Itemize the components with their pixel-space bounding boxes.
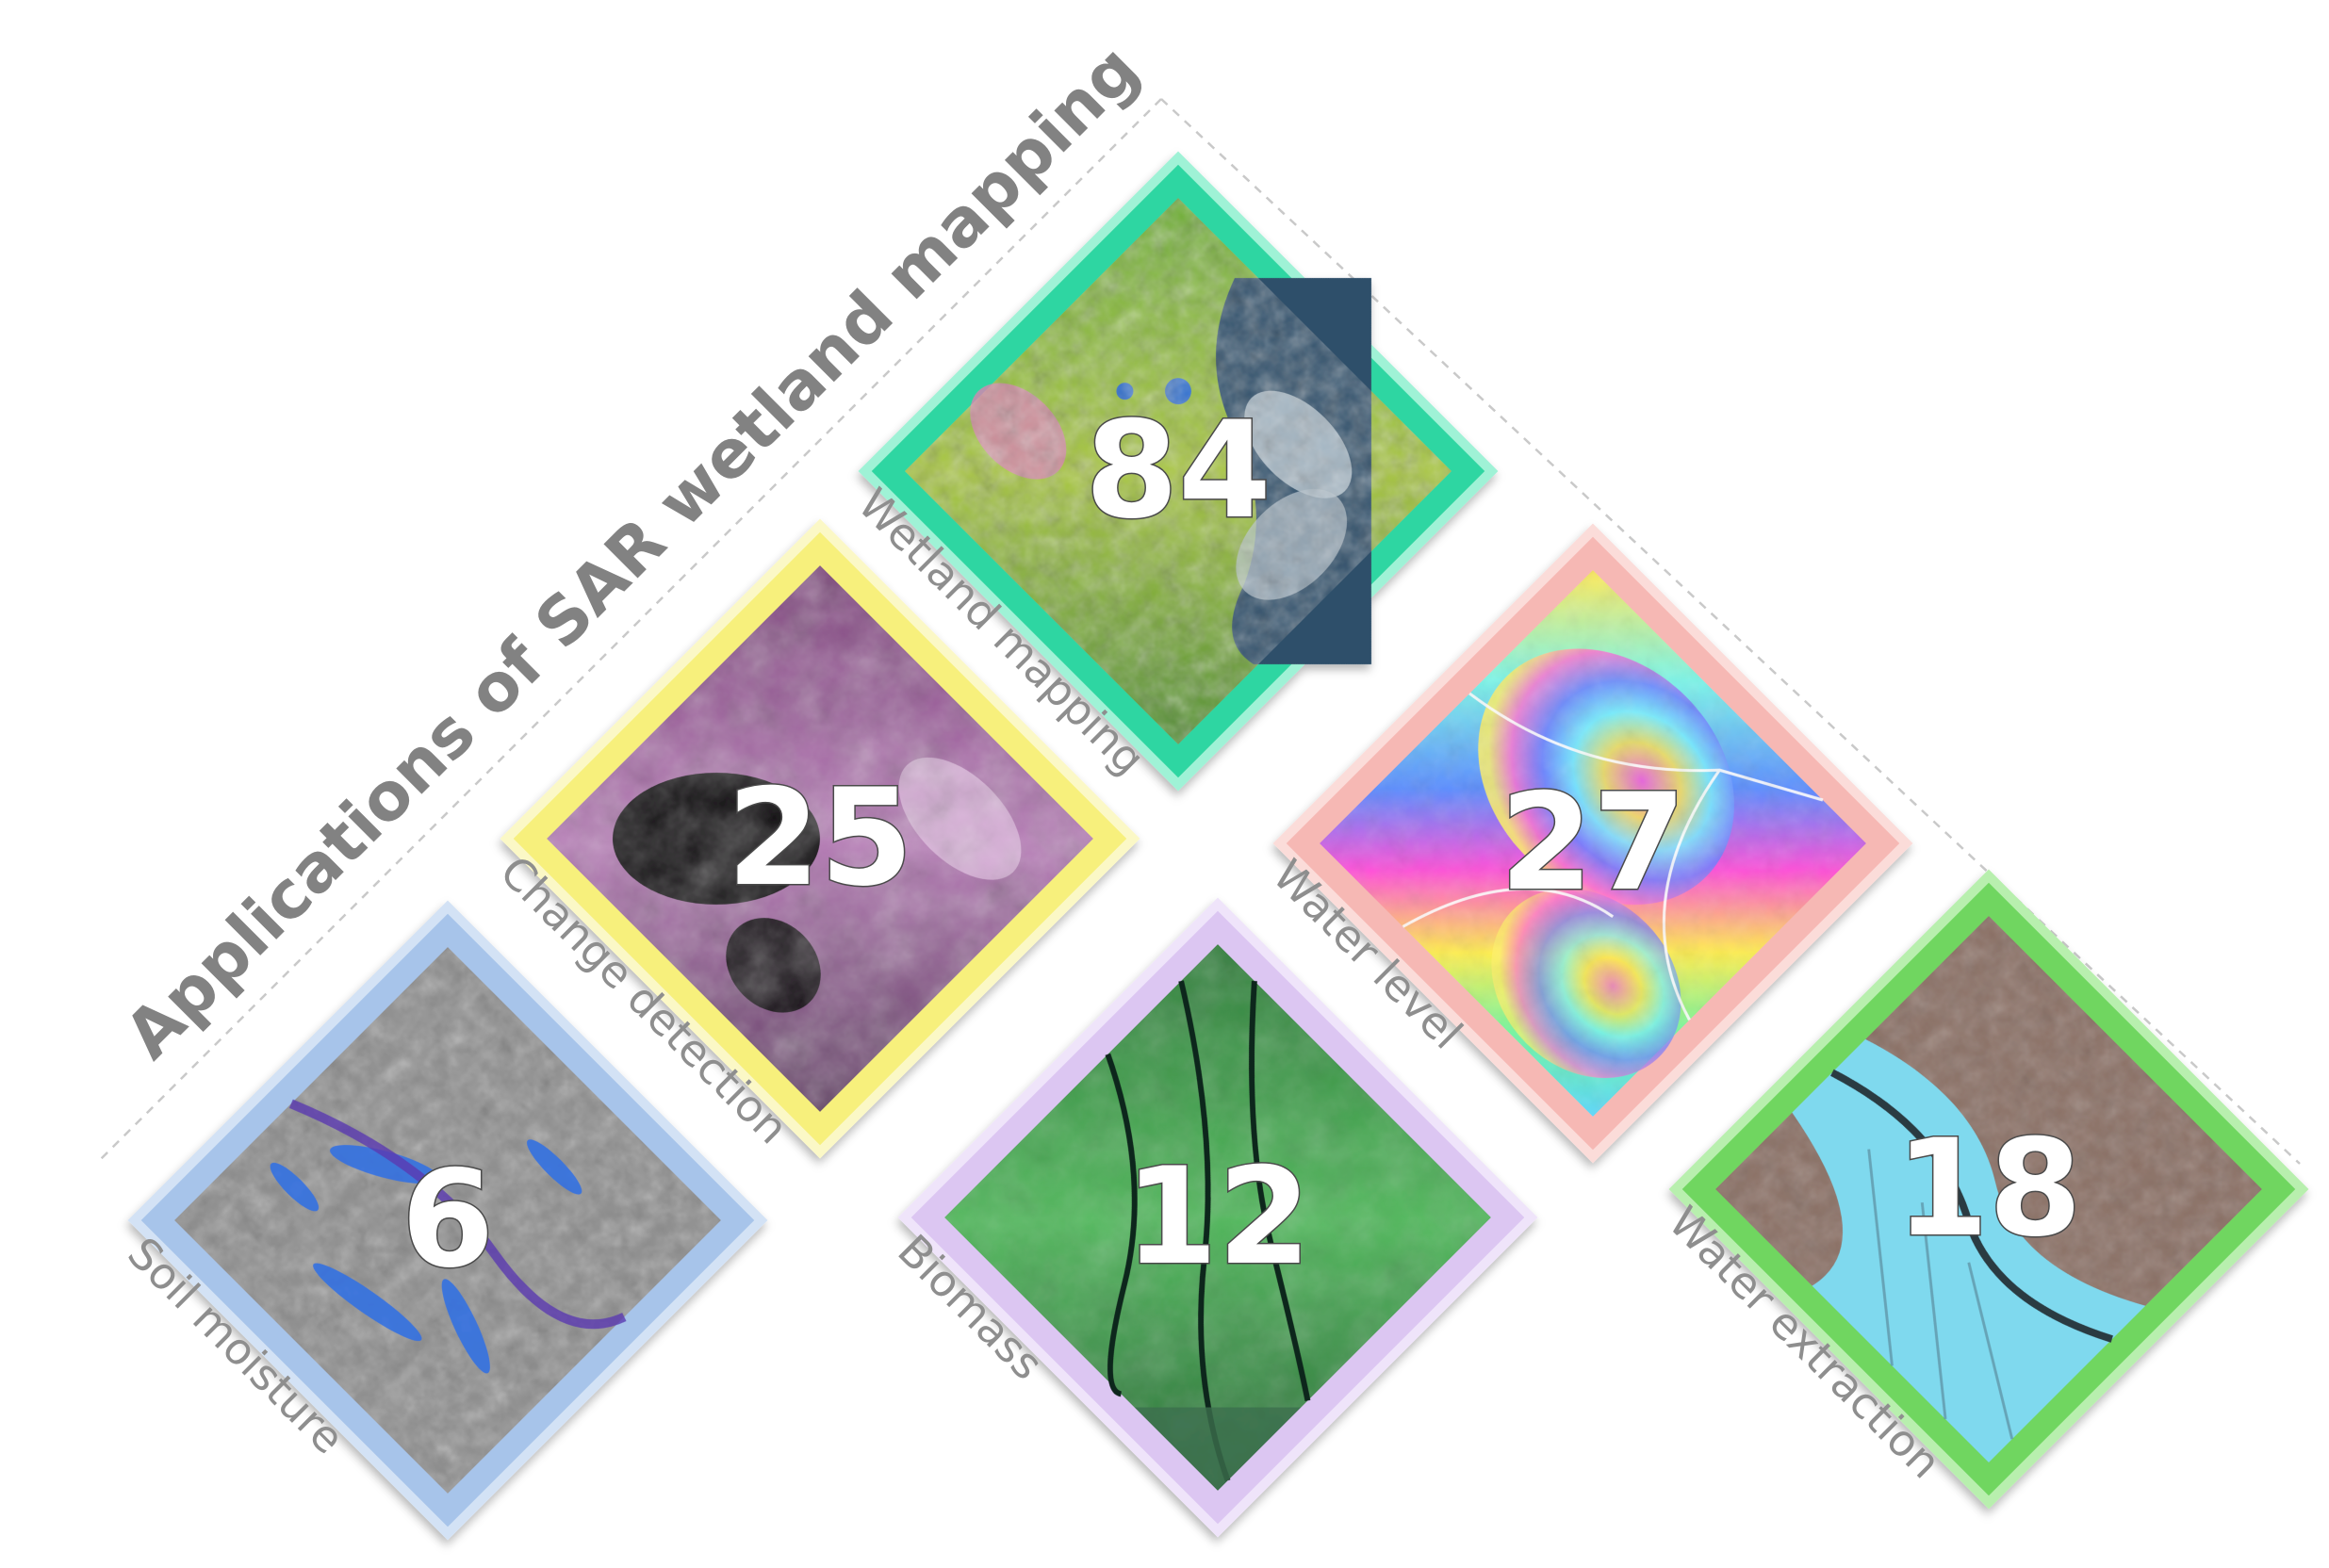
count-wetland-mapping: 84	[1085, 393, 1271, 548]
tile-soil-moisture: 6	[127, 900, 768, 1541]
dashed-guides	[98, 98, 2301, 1165]
tile-water-level: 27	[1272, 523, 1913, 1164]
tile-wetland-mapping: 84	[858, 151, 1499, 792]
count-change-detection: 25	[727, 760, 913, 916]
count-water-extraction: 18	[1895, 1111, 2082, 1266]
count-water-level: 27	[1500, 765, 1686, 921]
tile-change-detection: 25	[500, 518, 1140, 1159]
tile-biomass: 12	[897, 897, 1538, 1538]
count-biomass: 12	[1124, 1139, 1311, 1295]
tile-water-extraction: 18	[1668, 869, 2309, 1510]
count-soil-moisture: 6	[402, 1142, 495, 1298]
